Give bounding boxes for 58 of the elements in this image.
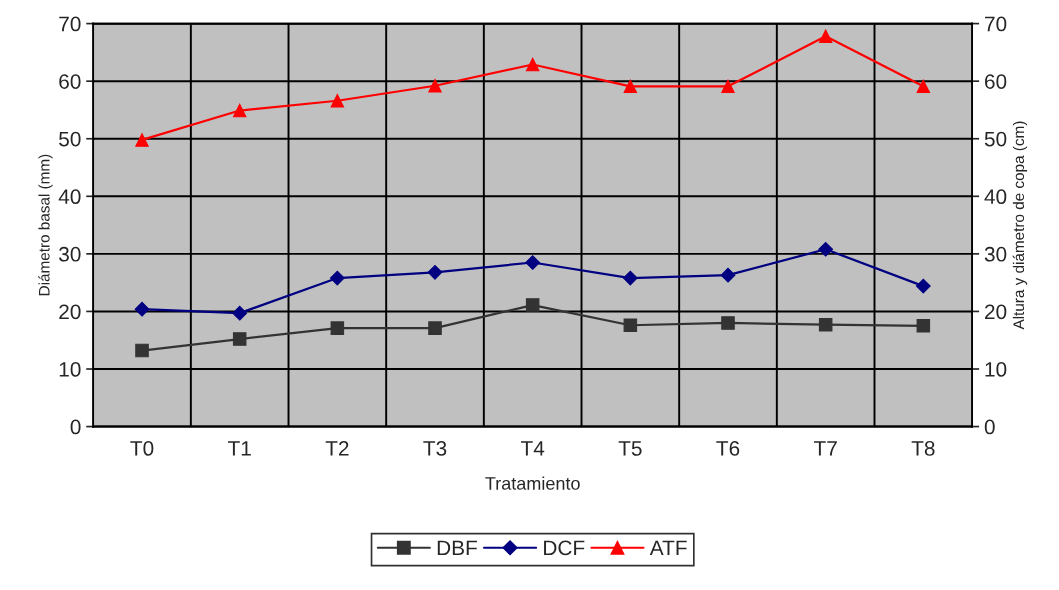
- y2-tick-label: 40: [984, 189, 1007, 205]
- y2-tick-label: 0: [984, 419, 995, 435]
- point: [330, 93, 345, 108]
- point: [622, 270, 638, 286]
- point: [135, 133, 149, 147]
- point: [329, 270, 345, 286]
- legend-label: ATF: [649, 540, 687, 556]
- point: [720, 267, 736, 283]
- y2-tick-label: 50: [984, 131, 1007, 147]
- point: [427, 264, 443, 280]
- y-tick-label: 0: [70, 419, 81, 435]
- y2-tick-label: 30: [984, 246, 1007, 262]
- point: [232, 332, 247, 346]
- point: [818, 317, 833, 332]
- point: [525, 57, 540, 72]
- point: [623, 318, 638, 333]
- point: [916, 79, 931, 94]
- x-tick-label: T3: [423, 441, 447, 456]
- y-axis-title: Diámetro basal (mm): [38, 154, 53, 296]
- point: [916, 319, 931, 333]
- point: [428, 321, 442, 335]
- point: [232, 103, 247, 118]
- y2-tick-label: 70: [985, 16, 1007, 32]
- y-tick-label: 60: [59, 74, 81, 89]
- y-tick-label: 30: [59, 246, 81, 262]
- x-tick-label: T0: [130, 441, 154, 456]
- y2-axis-title: Altura y diámetro de copa (cm): [1012, 121, 1028, 330]
- x-tick-label: T6: [716, 441, 740, 456]
- point: [721, 79, 735, 94]
- point: [330, 321, 345, 335]
- point: [623, 79, 638, 94]
- x-tick-label: T8: [911, 441, 935, 456]
- x-axis-title: Tratamiento: [485, 476, 580, 490]
- point: [525, 298, 540, 312]
- y-tick-label: 70: [59, 16, 81, 32]
- y-tick-label: 10: [59, 362, 81, 377]
- x-tick-label: T4: [520, 441, 545, 456]
- y-tick-label: 50: [59, 131, 81, 147]
- legend-label: DCF: [544, 540, 585, 556]
- point: [525, 255, 541, 270]
- point: [135, 343, 149, 358]
- x-tick-label: T2: [325, 441, 349, 456]
- point: [232, 305, 248, 321]
- x-tick-label: T7: [813, 441, 837, 456]
- x-tick-label: T1: [228, 441, 251, 456]
- y-tick-label: 20: [59, 304, 81, 320]
- y2-tick-label: 60: [985, 74, 1007, 89]
- y-tick-label: 40: [58, 189, 81, 205]
- y2-tick-label: 10: [985, 362, 1007, 377]
- y2-tick-label: 20: [985, 304, 1007, 320]
- point: [428, 79, 442, 93]
- point: [134, 301, 150, 317]
- point: [915, 278, 931, 294]
- point: [818, 29, 833, 44]
- x-tick-label: T5: [618, 441, 642, 456]
- legend-label: DBF: [437, 540, 477, 556]
- point: [721, 316, 735, 330]
- point: [818, 241, 834, 257]
